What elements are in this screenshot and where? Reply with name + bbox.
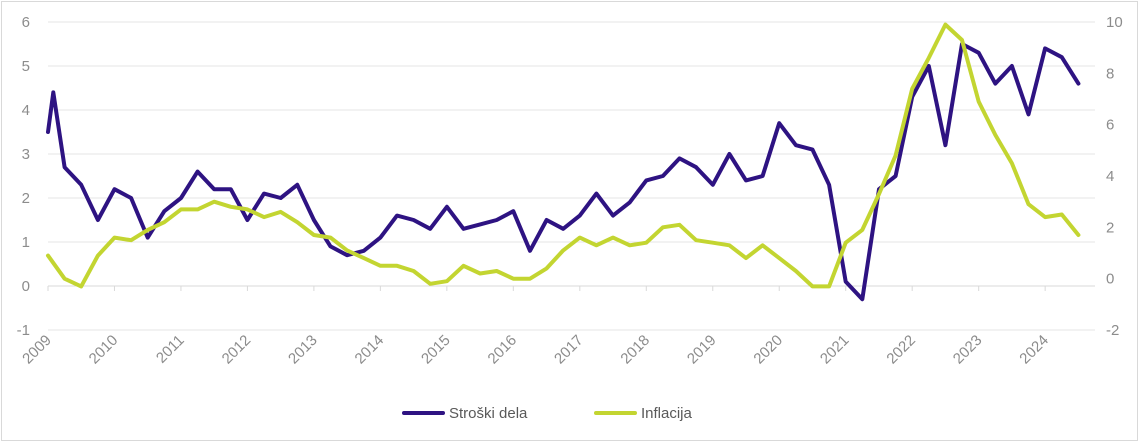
x-tick-label: 2023	[950, 332, 986, 368]
left-axis-tick-labels: -1 0 1 2 3 4 5 6	[17, 14, 30, 339]
right-tick-label: 8	[1106, 65, 1114, 82]
x-tick-label: 2024	[1016, 332, 1052, 368]
series-line-inflacija	[46, 22, 1081, 289]
left-tick-label: 2	[22, 190, 30, 207]
x-tick-label: 2021	[817, 332, 853, 368]
x-tick-label: 2017	[551, 332, 587, 368]
x-tick-label: 2015	[418, 332, 454, 368]
right-tick-label: 10	[1106, 14, 1123, 31]
series-line-stroski-dela	[46, 42, 1081, 302]
right-tick-label: 0	[1106, 271, 1114, 288]
grid-lines	[48, 21, 1095, 331]
right-tick-label: -2	[1106, 322, 1119, 339]
left-tick-label: 5	[22, 58, 30, 75]
x-tick-label: 2013	[285, 332, 321, 368]
x-tick-label: 2020	[750, 332, 786, 368]
left-tick-label: 3	[22, 146, 30, 163]
legend-label-inflacija: Inflacija	[641, 405, 693, 422]
x-tick-label: 2014	[352, 332, 388, 368]
x-tick-label: 2022	[883, 332, 919, 368]
legend-label-stroski-dela: Stroški dela	[449, 405, 528, 422]
axes	[47, 285, 1095, 291]
right-tick-label: 6	[1106, 117, 1114, 134]
left-tick-label: 0	[22, 278, 30, 295]
right-axis-tick-labels: -2 0 2 4 6 8 10	[1106, 14, 1123, 339]
x-tick-label: 2016	[485, 332, 521, 368]
right-tick-label: 4	[1106, 168, 1114, 185]
x-tick-label: 2011	[153, 332, 188, 367]
left-tick-label: 1	[22, 234, 30, 251]
x-axis-tick-labels: 2009 2010 2011 2012 2013 2014 2015 2016 2017 2018…	[19, 332, 1052, 368]
x-tick-label: 2019	[684, 332, 720, 368]
legend: Stroški dela Inflacija	[402, 405, 693, 422]
right-tick-label: 2	[1106, 219, 1114, 236]
left-tick-label: 4	[22, 102, 30, 119]
x-tick-label: 2018	[617, 332, 653, 368]
x-tick-label: 2010	[86, 332, 122, 368]
series-lines	[46, 22, 1081, 302]
x-tick-label: 2012	[219, 332, 255, 368]
left-tick-label: 6	[22, 14, 30, 31]
left-tick-label: -1	[17, 322, 30, 339]
